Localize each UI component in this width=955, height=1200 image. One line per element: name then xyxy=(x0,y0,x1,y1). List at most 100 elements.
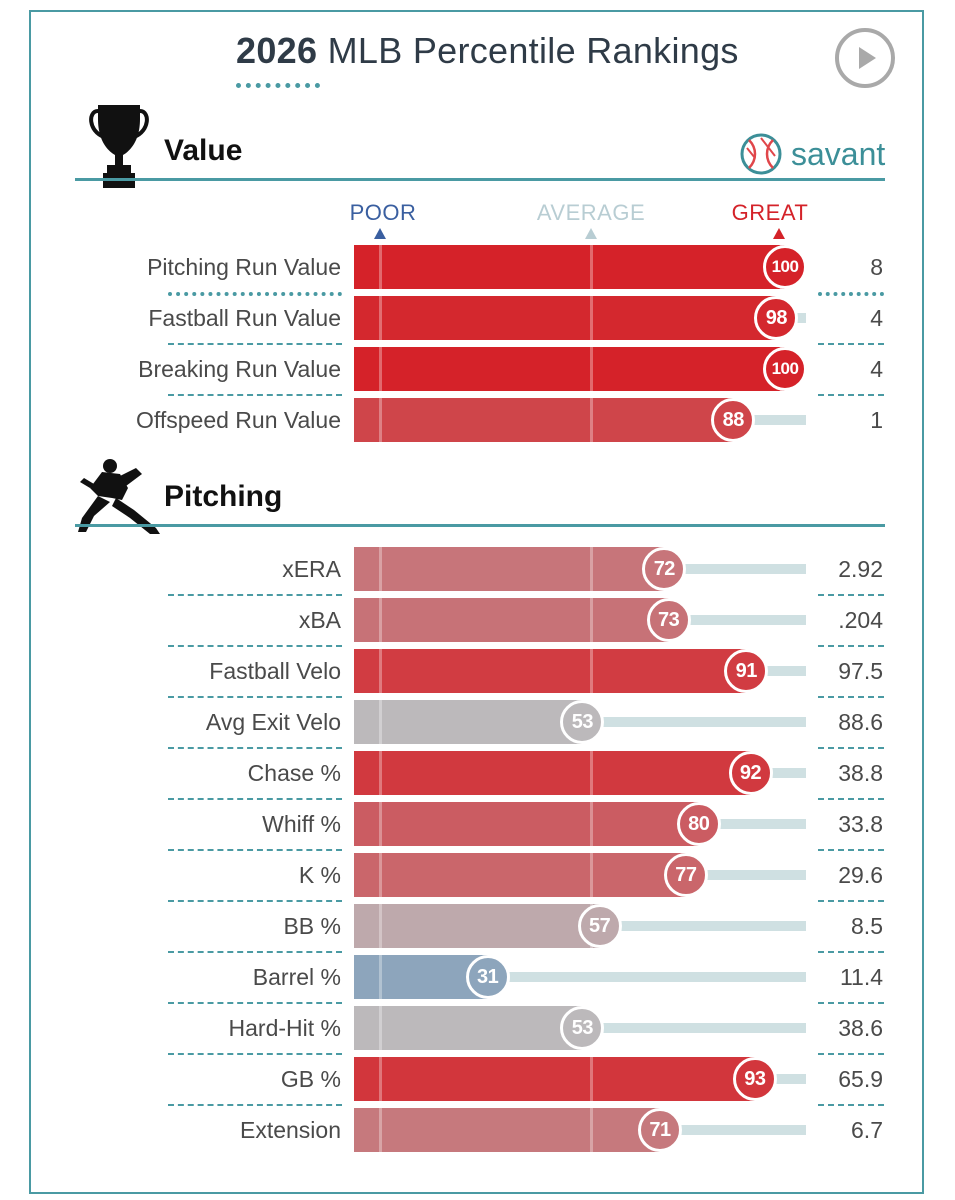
metric-value: 8 xyxy=(870,254,883,280)
title-underline xyxy=(236,83,320,88)
percentile-badge[interactable]: 98 xyxy=(754,296,799,340)
scale-poor-arrow xyxy=(374,228,386,239)
metric-value: 8.5 xyxy=(851,913,883,939)
percentile-bar xyxy=(354,700,583,744)
bar-guide-line xyxy=(590,296,594,340)
percentile-bar xyxy=(354,245,785,289)
percentile-bar xyxy=(354,398,734,442)
metric-label: Breaking Run Value xyxy=(138,356,341,382)
percentile-badge[interactable]: 77 xyxy=(663,853,708,897)
row-separator-right xyxy=(818,292,884,296)
bar-guide-line xyxy=(378,853,382,897)
bar-track xyxy=(599,921,806,931)
percentile-badge[interactable]: 92 xyxy=(728,751,773,795)
metric-label: Offspeed Run Value xyxy=(135,407,341,433)
row-separator-right xyxy=(818,849,884,851)
row-separator-right xyxy=(818,394,884,396)
metric-label: Fastball Run Value xyxy=(148,305,341,331)
bar-guide-line xyxy=(378,1057,382,1101)
percentile-bar xyxy=(354,347,785,391)
row-separator-right xyxy=(818,1053,884,1055)
bar-track xyxy=(582,717,806,727)
scale-average-arrow xyxy=(585,228,597,239)
bar-guide-line xyxy=(378,296,382,340)
bar-guide-line xyxy=(378,1108,382,1152)
row-separator-left xyxy=(168,594,342,596)
bar-guide-line xyxy=(590,547,594,591)
metric-value: .204 xyxy=(838,607,883,633)
bar-guide-line xyxy=(590,751,594,795)
percentile-badge[interactable]: 100 xyxy=(763,245,807,289)
metric-value: 38.6 xyxy=(838,1015,883,1041)
row-separator-left xyxy=(168,747,342,749)
bar-guide-line xyxy=(378,802,382,846)
percentile-badge[interactable]: 88 xyxy=(711,398,756,442)
bar-guide-line xyxy=(590,245,594,289)
bar-guide-line xyxy=(378,700,382,744)
metric-label: Pitching Run Value xyxy=(147,254,341,280)
bar-guide-line xyxy=(378,598,382,642)
metric-value: 97.5 xyxy=(838,658,883,684)
trophy-icon xyxy=(89,105,149,188)
percentile-bar xyxy=(354,904,600,948)
metric-label: Chase % xyxy=(247,760,341,786)
metric-value: 65.9 xyxy=(838,1066,883,1092)
percentile-badge[interactable]: 72 xyxy=(642,547,687,591)
row-separator-left xyxy=(168,645,342,647)
savant-logo: savant xyxy=(739,131,885,177)
metric-label: Avg Exit Velo xyxy=(205,709,341,735)
bar-guide-line xyxy=(590,1057,594,1101)
metric-label: Extension xyxy=(239,1117,341,1143)
percentile-bar xyxy=(354,1108,660,1152)
bar-guide-line xyxy=(590,1108,594,1152)
percentile-bar xyxy=(354,296,777,340)
percentile-bar xyxy=(354,853,686,897)
bar-guide-line xyxy=(378,751,382,795)
row-separator-left xyxy=(168,292,342,296)
percentile-badge[interactable]: 100 xyxy=(763,347,807,391)
bar-guide-line xyxy=(590,347,594,391)
metric-value: 2.92 xyxy=(838,556,883,582)
bar-guide-line xyxy=(378,1006,382,1050)
value-section-title: Value xyxy=(164,134,243,167)
bar-guide-line xyxy=(378,347,382,391)
row-separator-right xyxy=(818,343,884,345)
pitching-section-title: Pitching xyxy=(164,480,283,513)
row-separator-right xyxy=(818,645,884,647)
row-separator-right xyxy=(818,594,884,596)
metric-value: 6.7 xyxy=(851,1117,883,1143)
play-button[interactable] xyxy=(835,28,895,88)
percentile-badge[interactable]: 93 xyxy=(732,1057,777,1101)
percentile-badge[interactable]: 57 xyxy=(577,904,622,948)
bar-guide-line xyxy=(590,398,594,442)
row-separator-left xyxy=(168,849,342,851)
bar-guide-line xyxy=(378,955,382,999)
bar-guide-line xyxy=(590,649,594,693)
scale-poor-label: POOR xyxy=(349,200,417,225)
percentile-badge[interactable]: 71 xyxy=(638,1108,682,1152)
metric-value: 4 xyxy=(870,356,883,382)
row-separator-right xyxy=(818,900,884,902)
bar-guide-line xyxy=(378,547,382,591)
bar-track xyxy=(487,972,806,982)
percentile-badge[interactable]: 73 xyxy=(646,598,691,642)
row-separator-left xyxy=(168,1002,342,1004)
row-separator-right xyxy=(818,696,884,698)
percentile-badge[interactable]: 91 xyxy=(724,649,769,693)
percentile-bar xyxy=(354,1057,755,1101)
metric-label: xBA xyxy=(298,607,341,633)
scale-great-label: GREAT xyxy=(731,200,809,225)
percentile-badge[interactable]: 80 xyxy=(676,802,721,846)
metric-value: 33.8 xyxy=(838,811,883,837)
row-separator-left xyxy=(168,1104,342,1106)
metric-label: GB % xyxy=(280,1066,341,1092)
percentile-badge[interactable]: 31 xyxy=(465,955,510,999)
metric-value: 11.4 xyxy=(839,964,883,990)
percentile-badge[interactable]: 53 xyxy=(560,1006,605,1050)
row-separator-right xyxy=(818,951,884,953)
row-separator-left xyxy=(168,394,342,396)
percentile-badge[interactable]: 53 xyxy=(560,700,605,744)
metric-label: Hard-Hit % xyxy=(228,1015,341,1041)
metric-value: 88.6 xyxy=(838,709,883,735)
bar-track xyxy=(582,1023,806,1033)
